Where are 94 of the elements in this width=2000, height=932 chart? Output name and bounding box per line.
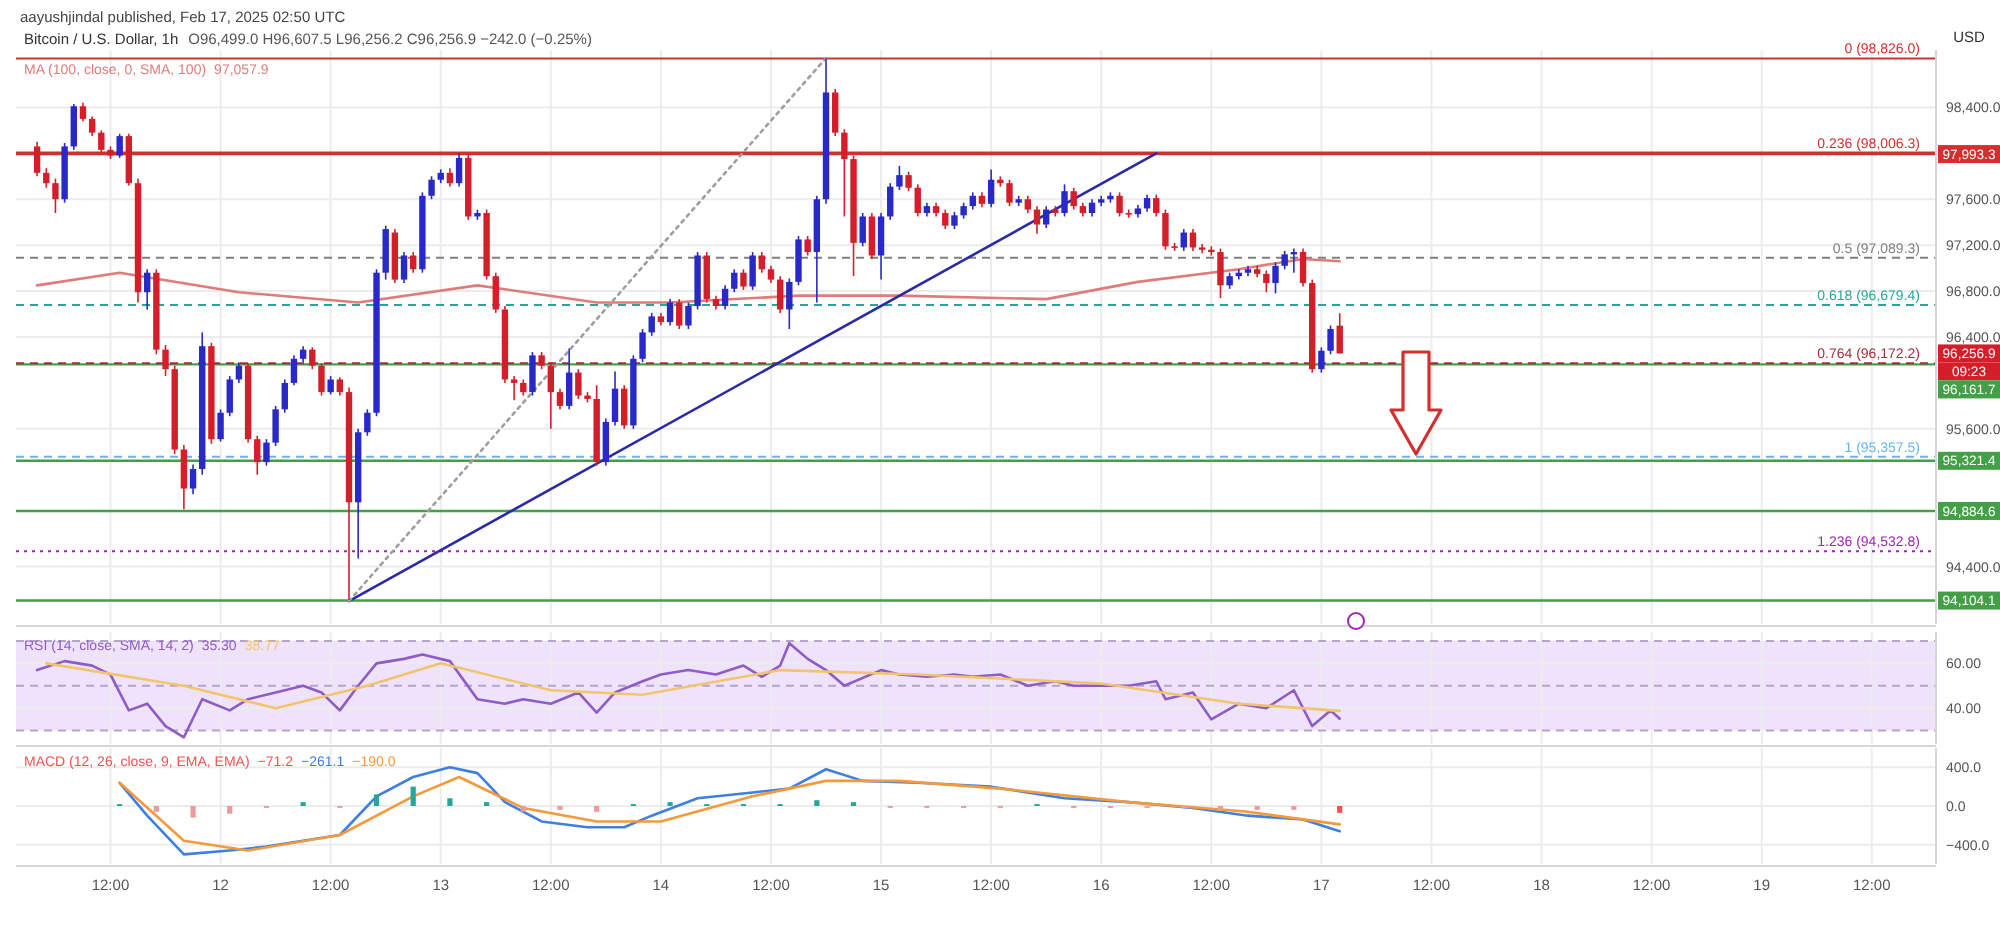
candlestick [831,88,839,137]
candlestick [446,167,454,188]
candlestick [327,375,334,396]
line-series [44,662,1342,713]
candlestick [1006,178,1013,207]
candlestick [364,408,371,437]
candlestick [556,387,564,411]
candlestick [217,408,224,443]
candlestick [721,284,729,311]
candlestick [749,251,756,291]
candlestick [336,376,344,397]
candlestick [685,301,692,330]
candlestick [529,351,536,397]
candlestick [1272,261,1279,295]
candlestick [263,438,270,467]
candlestick [942,208,949,230]
candlestick [666,298,674,327]
candlestick [510,375,518,401]
bar [447,798,453,806]
candlestick [455,152,463,188]
candlestick [740,268,747,291]
candlestick [905,170,912,192]
candlestick [896,165,903,191]
candlestick [318,362,325,397]
candlestick [309,346,316,370]
candlestick [281,378,288,414]
candlestick [804,235,811,257]
candlestick [648,312,655,337]
candlestick [1070,186,1077,211]
candlestick [877,212,885,281]
candlestick [180,444,188,510]
candlestick [43,167,50,189]
candlestick [1263,269,1270,294]
candlestick [1125,208,1132,219]
candlestick [758,251,765,274]
bar [227,806,233,814]
candlestick [1327,324,1334,356]
candlestick [143,268,151,311]
candlestick [272,405,279,447]
candlestick [382,224,389,281]
bar [1337,806,1343,813]
candlestick [492,271,499,314]
candlestick [703,251,710,304]
candlestick [914,183,921,218]
candlestick [887,182,894,221]
candlestick [125,133,133,187]
candlestick [400,251,408,284]
candlestick [1116,191,1123,218]
candlestick [676,298,683,330]
candlestick [841,128,848,218]
candlestick [602,417,610,467]
candlestick [639,328,646,364]
candlestick [575,368,582,400]
bar [410,786,416,806]
candlestick [611,370,619,427]
candlestick [1281,250,1288,271]
candlestick [868,212,876,260]
candlestick [88,115,96,137]
candlestick [79,102,87,122]
candlestick [226,375,233,418]
bar [814,800,820,806]
bar [520,806,526,812]
candlestick [1336,312,1343,355]
candlestick [1318,346,1325,374]
candlestick [52,177,59,214]
candlestick [70,103,77,151]
candlestick [189,463,197,496]
candlestick [1217,247,1224,299]
bar [190,806,196,818]
candlestick [786,277,793,330]
candlestick [731,268,738,294]
candlestick [33,141,41,178]
candlestick [859,212,866,248]
candlestick [98,129,105,155]
candlestick [1061,183,1068,218]
bar [594,806,600,812]
candlestick [391,228,399,284]
candlestick [547,361,555,430]
candlestick [428,175,435,201]
candlestick [410,251,417,274]
candlestick [290,354,298,387]
candlestick [116,133,123,159]
candlestick [1162,208,1169,251]
candlestick [565,347,573,411]
candlestick [987,168,995,209]
candlestick [776,275,784,314]
candlestick [1299,247,1307,288]
candlestick [795,235,802,287]
bar [153,806,159,812]
candlestick [254,434,261,476]
bar [373,794,380,806]
candlestick [621,384,628,430]
candlestick [162,344,169,377]
candlestick [1153,193,1160,218]
